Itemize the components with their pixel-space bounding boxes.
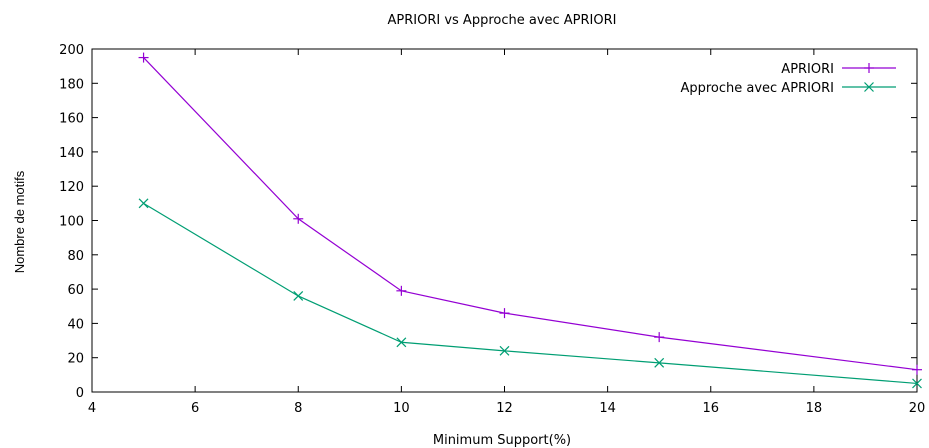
x-tick-label: 16 <box>702 401 719 416</box>
legend-label: Approche avec APRIORI <box>680 81 834 96</box>
legend: APRIORI Approche avec APRIORI <box>680 62 896 96</box>
y-tick-label: 160 <box>59 112 84 127</box>
data-point-series-1 <box>396 285 407 296</box>
y-tick-label: 100 <box>59 215 84 230</box>
series-line-1 <box>143 57 918 371</box>
x-tick-label: 14 <box>599 401 616 416</box>
series-line-2 <box>143 202 918 385</box>
plot-frame <box>91 48 918 393</box>
x-tick-label: 12 <box>496 401 513 416</box>
data-point-series-2 <box>396 337 407 348</box>
data-point-series-2 <box>138 198 149 209</box>
data-point-series-2 <box>654 357 665 368</box>
data-point-series-2 <box>293 291 304 301</box>
data-point-series-1 <box>654 332 665 343</box>
y-tick-label: 140 <box>59 146 84 161</box>
x-axis-label: Minimum Support(%) <box>433 433 571 448</box>
legend-marker <box>864 63 874 73</box>
data-point-series-1 <box>293 213 304 224</box>
legend-label: APRIORI <box>781 62 834 77</box>
y-tick-label: 200 <box>59 43 84 58</box>
x-tick-label: 4 <box>88 401 96 416</box>
x-tick-label: 10 <box>393 401 410 416</box>
y-tick-label: 20 <box>67 352 84 367</box>
data-point-series-2 <box>912 378 922 389</box>
data-point-series-1 <box>912 364 922 375</box>
y-axis-label: Nombre de motifs <box>12 170 27 273</box>
y-tick-label: 120 <box>59 180 84 195</box>
series-layer <box>138 52 922 389</box>
y-tick-label: 60 <box>67 283 84 298</box>
x-tick-label: 18 <box>806 401 823 416</box>
y-tick-label: 40 <box>67 317 84 332</box>
x-tick-label: 8 <box>294 401 302 416</box>
x-tick-label: 20 <box>909 401 926 416</box>
data-point-series-2 <box>499 345 510 356</box>
x-tick-label: 6 <box>191 401 199 416</box>
axes: 4 6 8 10 12 14 16 18 200204060801001201401601802… <box>59 43 925 416</box>
legend-marker <box>864 82 874 92</box>
y-tick-label: 0 <box>76 386 84 401</box>
y-tick-label: 180 <box>59 77 84 92</box>
chart-title: APRIORI vs Approche avec APRIORI <box>388 13 617 28</box>
data-point-series-1 <box>499 308 510 319</box>
y-tick-label: 80 <box>67 249 84 264</box>
data-point-series-1 <box>138 52 149 63</box>
